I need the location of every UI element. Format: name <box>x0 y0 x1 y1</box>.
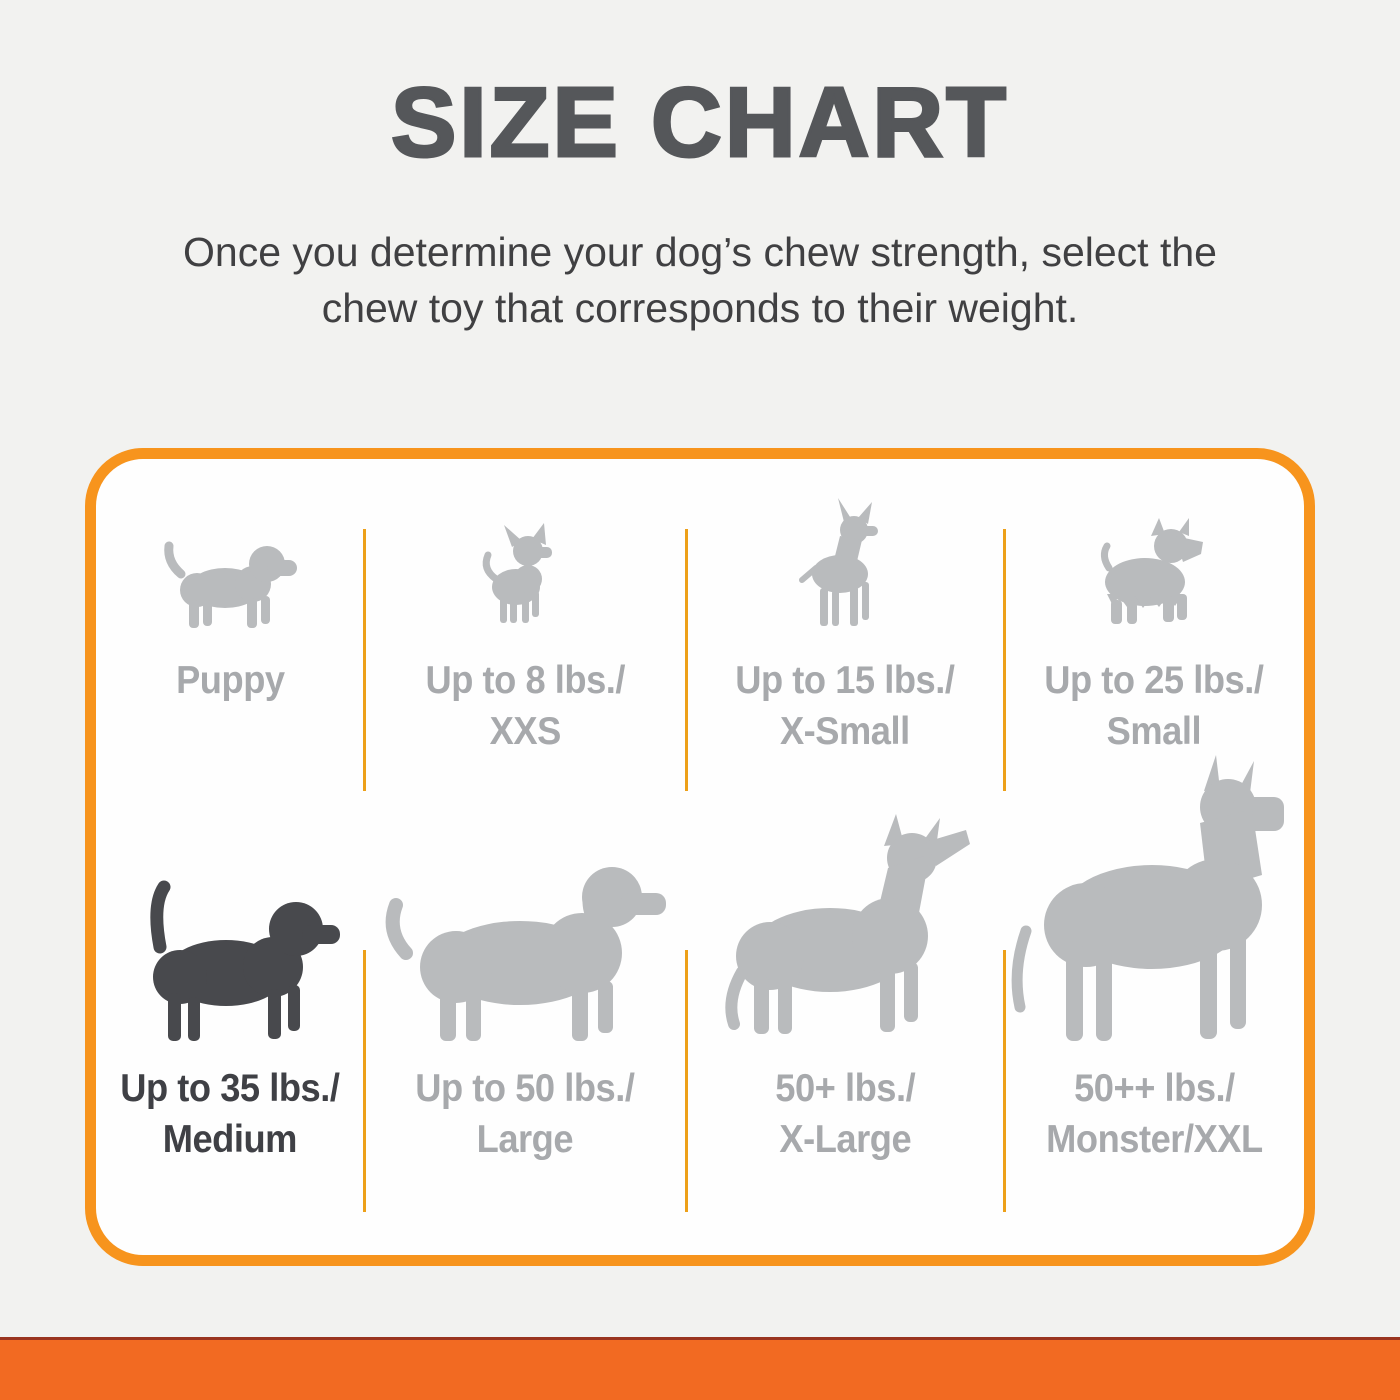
beagle-silhouette-icon <box>149 880 340 1041</box>
size-cell-small: Up to 25 lbs./ Small <box>1003 459 1304 805</box>
monster-dog-silhouette-icon <box>1011 755 1284 1041</box>
terrier-silhouette-icon <box>1100 518 1203 624</box>
chihuahua-silhouette-icon <box>482 523 552 623</box>
size-label: 50++ lbs./ Monster/XXL <box>1045 1067 1263 1161</box>
size-cell-medium-selected: Up to 35 lbs./ Medium <box>96 805 364 1255</box>
size-cell-puppy: Puppy <box>96 459 364 805</box>
divider <box>684 529 688 791</box>
size-label: Up to 25 lbs./ Small <box>1044 659 1264 753</box>
divider <box>1003 529 1006 791</box>
size-grid: Puppy <box>96 459 1304 1255</box>
subtitle: Once you determine your dog’s chew stren… <box>183 229 1217 331</box>
xsmall-dog-silhouette-icon <box>799 498 879 626</box>
size-cell-monster-xxl: 50++ lbs./ Monster/XXL <box>1003 755 1304 1255</box>
labrador-silhouette-icon <box>385 867 666 1041</box>
size-label: 50+ lbs./ X-Large <box>774 1067 915 1161</box>
size-label: Up to 15 lbs./ X-Small <box>735 659 955 753</box>
size-cell-xxs: Up to 8 lbs./ XXS <box>363 459 685 805</box>
page-title: SIZE CHART <box>390 66 1009 179</box>
divider <box>684 950 688 1212</box>
divider <box>1003 950 1006 1212</box>
size-cell-large: Up to 50 lbs./ Large <box>363 805 685 1255</box>
size-cell-xsmall: Up to 15 lbs./ X-Small <box>684 459 1004 805</box>
divider <box>363 529 367 791</box>
size-chart-panel: Puppy <box>85 448 1315 1266</box>
size-label: Up to 50 lbs./ Large <box>415 1067 635 1161</box>
size-label: Up to 8 lbs./ XXS <box>425 659 625 753</box>
size-label-selected: Up to 35 lbs./ Medium <box>120 1067 340 1161</box>
size-label: Puppy <box>175 659 285 702</box>
divider <box>363 950 367 1212</box>
size-cell-xlarge: 50+ lbs./ X-Large <box>684 805 1004 1255</box>
xlarge-dog-silhouette-icon <box>725 814 971 1034</box>
bottom-accent-bar <box>0 1337 1400 1400</box>
puppy-silhouette-icon <box>164 541 298 628</box>
